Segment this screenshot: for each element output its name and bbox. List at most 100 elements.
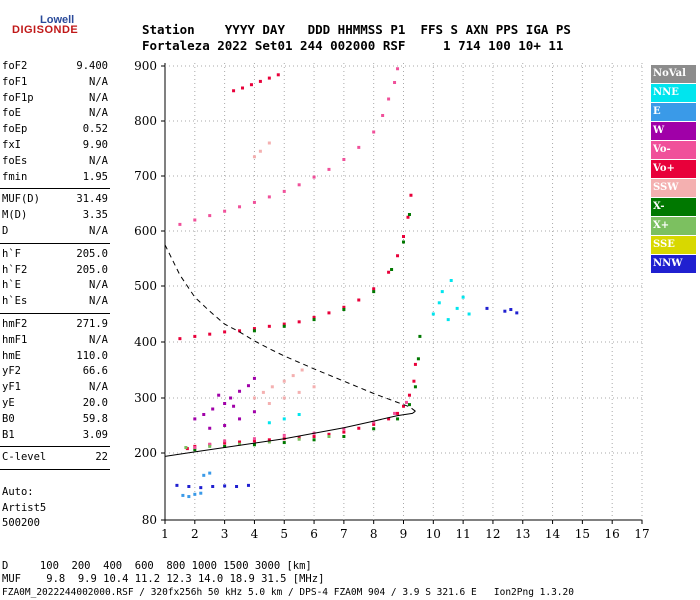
data-point <box>258 149 262 153</box>
data-point <box>223 484 227 488</box>
data-point <box>396 67 400 71</box>
data-point <box>509 308 513 312</box>
ionogram-chart: 1 2 3 4 5 6 7 8 9 10 11 12 13 14 15 16 17802003004005006… <box>134 59 650 541</box>
data-point <box>387 270 391 274</box>
data-point <box>357 426 361 430</box>
param-name: yF1 <box>2 381 21 394</box>
data-point <box>515 311 519 315</box>
data-point <box>252 200 256 204</box>
data-point <box>267 421 271 425</box>
param-name: C-level <box>2 451 47 464</box>
data-point <box>402 404 405 408</box>
data-point <box>418 334 422 338</box>
data-point <box>252 443 256 447</box>
x-tick-label: 5 <box>280 527 288 541</box>
data-point <box>404 400 408 404</box>
profile-curve-dashed <box>164 244 416 412</box>
data-point <box>199 491 203 495</box>
legend-item-sse: SSE <box>651 236 696 254</box>
data-point <box>252 329 256 333</box>
data-point <box>297 183 301 187</box>
param-name: fmin <box>2 170 28 183</box>
data-point <box>270 385 274 389</box>
data-point <box>446 318 450 322</box>
legend-item-x: X- <box>651 198 696 216</box>
param-name: h`F <box>2 247 21 260</box>
data-point <box>238 205 242 209</box>
param-name: hmE <box>2 349 21 362</box>
x-tick-label: 10 <box>426 527 441 541</box>
x-tick-label: 7 <box>340 527 348 541</box>
param-name: D <box>2 225 9 237</box>
data-point <box>261 390 265 394</box>
param-value: 0.52 <box>82 123 108 136</box>
data-point <box>431 312 435 316</box>
data-point <box>327 435 331 438</box>
data-point <box>342 158 346 161</box>
data-point <box>372 420 376 424</box>
data-point <box>178 337 182 341</box>
data-point <box>252 439 256 443</box>
x-tick-label: 4 <box>251 527 259 541</box>
data-point <box>199 486 203 490</box>
data-point <box>223 424 227 427</box>
x-tick-label: 11 <box>455 527 470 541</box>
x-tick-label: 14 <box>545 527 561 541</box>
data-point <box>300 368 304 372</box>
param-value: 271.9 <box>76 318 108 330</box>
data-point <box>252 376 256 380</box>
y-tick-label: 800 <box>134 114 157 128</box>
legend-item-noval: NoVal <box>651 65 696 83</box>
param-name: hmF2 <box>2 318 28 330</box>
data-point <box>393 411 397 415</box>
x-tick-label: 3 <box>221 527 229 541</box>
param-value: 205.0 <box>76 263 108 276</box>
data-point <box>412 379 416 383</box>
data-point <box>396 254 400 258</box>
param-value: 3.09 <box>82 428 108 441</box>
data-point <box>461 295 465 299</box>
param-name: foEp <box>2 123 28 136</box>
data-point <box>202 413 206 416</box>
data-point <box>312 438 316 442</box>
y-tick-label: 400 <box>134 335 157 349</box>
data-point <box>297 390 301 394</box>
data-point <box>187 495 191 499</box>
data-point <box>282 322 286 326</box>
data-point <box>238 417 242 421</box>
legend-item-w: W <box>651 122 696 140</box>
data-point <box>184 446 188 449</box>
x-tick-label: 12 <box>485 527 500 541</box>
x-tick-label: 1 <box>161 527 169 541</box>
data-point <box>402 240 405 244</box>
y-tick-label: 300 <box>134 391 157 405</box>
data-point <box>402 235 405 238</box>
param-name: fxI <box>2 139 21 151</box>
data-point <box>455 306 459 310</box>
x-tick-label: 13 <box>515 527 530 541</box>
param-name: MUF(D) <box>2 193 40 206</box>
data-point <box>282 189 286 193</box>
data-point <box>312 315 316 319</box>
x-tick-label: 8 <box>370 527 378 541</box>
data-point <box>372 427 376 431</box>
data-point <box>291 374 295 378</box>
x-tick-label: 9 <box>400 527 408 541</box>
param-name: M(D) <box>2 209 28 222</box>
param-value: 1.95 <box>82 170 108 183</box>
data-point <box>181 493 185 497</box>
data-point <box>208 442 212 446</box>
param-value: 9.90 <box>82 139 108 151</box>
data-point <box>372 130 376 134</box>
data-point <box>211 485 215 488</box>
param-value: N/A <box>89 154 108 167</box>
data-point <box>246 384 250 388</box>
y-tick-label: 80 <box>142 513 157 527</box>
param-value: N/A <box>89 295 108 308</box>
y-tick-label: 900 <box>134 59 157 73</box>
param-separator <box>0 313 110 314</box>
data-point <box>312 175 316 179</box>
data-point <box>416 357 420 361</box>
data-point <box>217 393 221 397</box>
data-point <box>238 389 242 393</box>
